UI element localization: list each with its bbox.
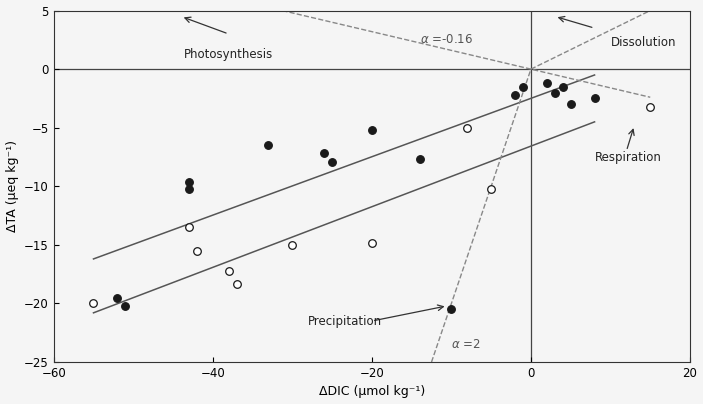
Point: [318, 150, 330, 157]
Point: [120, 303, 131, 309]
Point: [517, 84, 529, 90]
Point: [366, 127, 378, 133]
Point: [549, 89, 560, 96]
Point: [183, 224, 195, 231]
Point: [112, 295, 123, 301]
Point: [589, 95, 600, 102]
Point: [287, 242, 298, 248]
Point: [446, 306, 457, 313]
Point: [414, 156, 425, 162]
Text: Photosynthesis: Photosynthesis: [184, 48, 273, 61]
Point: [263, 142, 274, 149]
Point: [366, 239, 378, 246]
Point: [231, 280, 243, 287]
Text: $\alpha$ =2: $\alpha$ =2: [451, 338, 481, 351]
Text: Precipitation: Precipitation: [308, 315, 382, 328]
Text: $\alpha$ =-0.16: $\alpha$ =-0.16: [420, 34, 472, 46]
Point: [557, 84, 568, 90]
Point: [510, 92, 521, 98]
Point: [541, 80, 553, 86]
Point: [183, 185, 195, 192]
Point: [88, 300, 99, 307]
Point: [326, 158, 337, 165]
Text: Respiration: Respiration: [595, 151, 662, 164]
Point: [191, 248, 202, 254]
Point: [565, 101, 576, 107]
Point: [645, 103, 656, 110]
Point: [462, 124, 473, 131]
Point: [486, 185, 497, 192]
Point: [223, 267, 234, 274]
X-axis label: ΔDIC (μmol kg⁻¹): ΔDIC (μmol kg⁻¹): [318, 385, 425, 398]
Point: [183, 179, 195, 185]
Text: Dissolution: Dissolution: [610, 36, 676, 49]
Y-axis label: ΔTA (μeq kg⁻¹): ΔTA (μeq kg⁻¹): [6, 140, 18, 232]
